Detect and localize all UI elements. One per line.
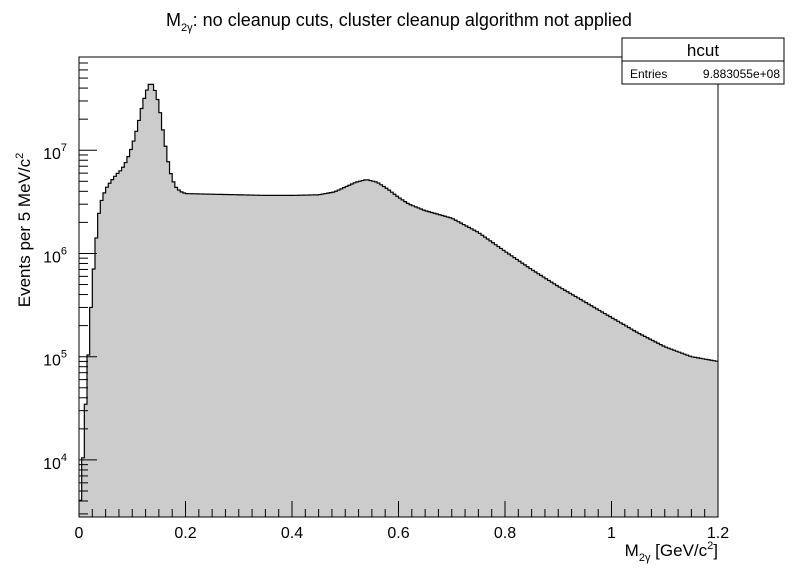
chart-title: M2γ: no cleanup cuts, cluster cleanup al… xyxy=(166,10,632,34)
x-tick-label: 0.4 xyxy=(281,525,303,542)
stats-box: hcut Entries 9.883055e+08 xyxy=(621,37,785,85)
x-axis-ticks xyxy=(78,501,719,517)
title-main: M xyxy=(166,10,181,30)
x-tick-label: 0 xyxy=(75,525,84,542)
y-axis-tick-labels: 104 105 106 107 xyxy=(43,142,67,473)
histogram-outline xyxy=(79,83,718,501)
y-axis-ticks xyxy=(79,56,97,515)
x-tick-label: 0.6 xyxy=(387,525,409,542)
x-axis-title: M2γ [GeV/c2] xyxy=(625,540,718,564)
y-tick-label: 106 xyxy=(43,245,67,266)
title-rest: : no cleanup cuts, cluster cleanup algor… xyxy=(193,10,632,30)
x-tick-label: 1.2 xyxy=(707,525,729,542)
y-tick-label: 107 xyxy=(43,142,67,163)
title-subscript: 2γ xyxy=(181,22,193,34)
stats-entries-label: Entries xyxy=(630,67,667,81)
stats-entries-value: 9.883055e+08 xyxy=(703,67,780,81)
x-tick-label: 0.2 xyxy=(174,525,196,542)
y-tick-label: 104 xyxy=(43,452,67,473)
histogram-fill xyxy=(79,84,718,517)
stats-title: hcut xyxy=(687,41,719,60)
x-axis-tick-labels: 0 0.2 0.4 0.6 0.8 1 1.2 xyxy=(75,525,730,542)
x-tick-label: 0.8 xyxy=(494,525,516,542)
y-axis-title: Events per 5 MeV/c2 xyxy=(14,153,34,307)
x-tick-label: 1 xyxy=(607,525,616,542)
y-tick-label: 105 xyxy=(43,349,67,370)
